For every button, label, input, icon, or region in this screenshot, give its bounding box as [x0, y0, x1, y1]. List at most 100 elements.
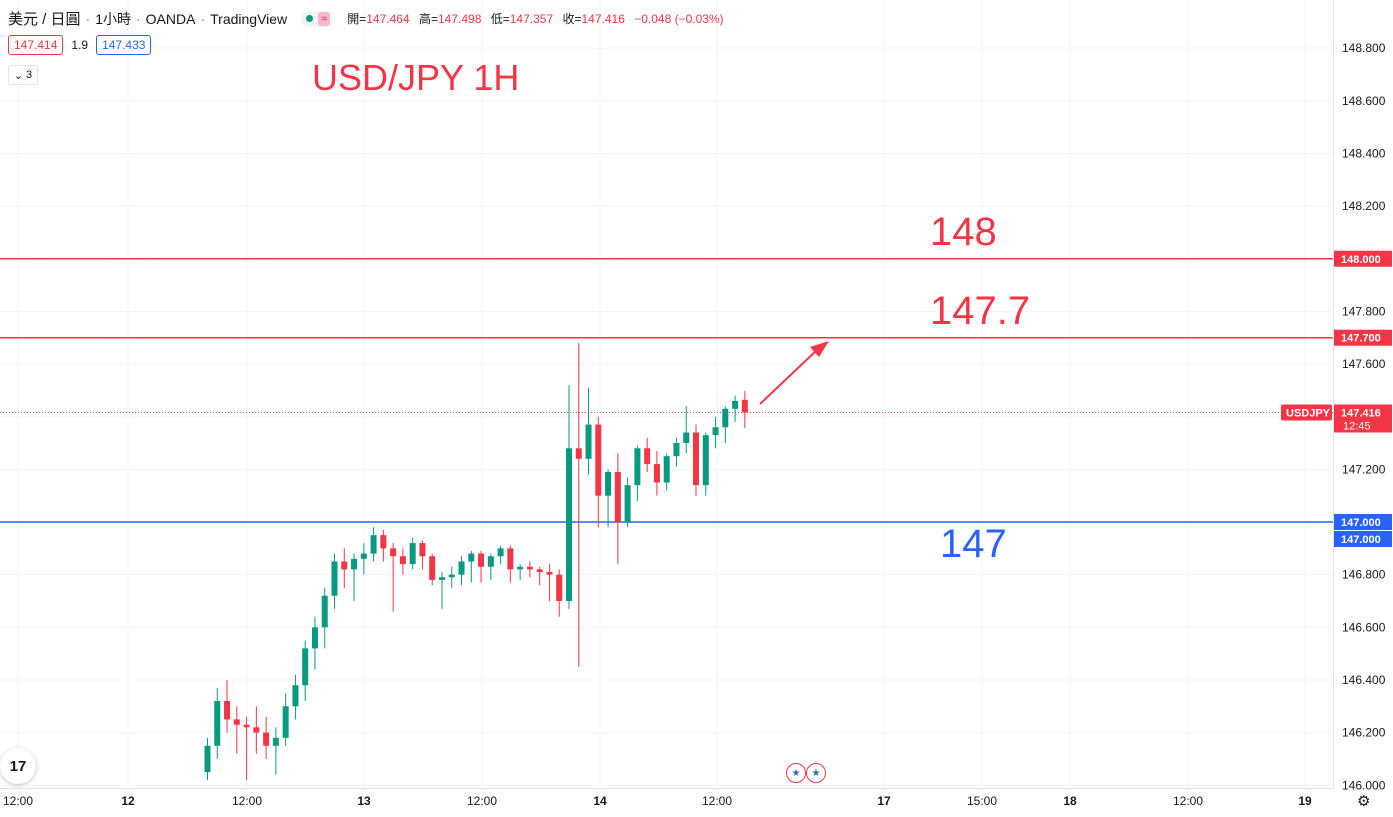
- price-tick-label: 147.800: [1342, 304, 1386, 318]
- candle-body: [351, 558, 358, 570]
- candle-body: [595, 424, 602, 496]
- candle-body: [683, 432, 690, 444]
- candle-body: [429, 556, 436, 580]
- time-tick-label: 12: [121, 794, 135, 808]
- us-flag-icon[interactable]: ★: [806, 763, 826, 783]
- delay-badge: ≈: [318, 11, 331, 26]
- candle-body: [673, 443, 680, 457]
- candle-body: [556, 574, 563, 601]
- close-label: 收=: [562, 12, 582, 26]
- candle: [331, 553, 338, 609]
- price-badge-148-bg: [1334, 250, 1392, 267]
- candle-body: [732, 400, 739, 409]
- candle-body: [585, 424, 592, 459]
- price-tick-label: 146.200: [1342, 726, 1386, 740]
- sell-button[interactable]: 147.414: [8, 35, 64, 55]
- tradingview-logo[interactable]: 17: [0, 748, 36, 784]
- candle-body: [233, 719, 240, 725]
- price-badge-148: 148.000: [1334, 250, 1392, 267]
- candle-body: [204, 745, 211, 773]
- candle: [292, 674, 299, 720]
- time-tick-label: 14: [593, 794, 607, 808]
- candle-body: [536, 569, 543, 573]
- chart-legend: 美元 / 日圓 · 1小時 · OANDA · TradingView ≈ 開=…: [8, 8, 724, 29]
- time-tick-label: 18: [1063, 794, 1077, 808]
- candle-body: [468, 553, 475, 562]
- gear-icon[interactable]: ⚙: [1357, 793, 1371, 810]
- candle-body: [565, 448, 572, 601]
- candle: [507, 545, 514, 583]
- candle-body: [370, 535, 377, 554]
- time-axis[interactable]: 12:00 12 12:00 13 12:00 14 12:00 17 15:00 18 12:00…: [0, 788, 1333, 809]
- buy-button[interactable]: 147.433: [96, 35, 152, 55]
- us-flag-icon[interactable]: ★: [786, 763, 806, 783]
- time-tick-label: 13: [357, 794, 371, 808]
- candle: [272, 727, 279, 775]
- grid: [0, 0, 1333, 788]
- candle: [605, 469, 612, 528]
- time-tick-label: 12:00: [702, 794, 732, 808]
- price-tick-label: 147.600: [1342, 357, 1386, 371]
- candle-body: [653, 464, 660, 483]
- market-status[interactable]: ≈: [301, 10, 334, 27]
- candle-body: [702, 435, 709, 486]
- indicators-toggle-button[interactable]: ⌄ 3: [8, 65, 38, 85]
- trade-panel: 147.414 1.9 147.433: [8, 35, 152, 55]
- candle-body: [243, 724, 250, 728]
- symbol-badge-bg: [1281, 404, 1332, 421]
- symbol-badge: USDJPY: [1281, 404, 1332, 421]
- candle-body: [311, 627, 318, 649]
- candle: [556, 569, 563, 617]
- candle: [458, 556, 465, 586]
- low-value: 147.357: [509, 12, 554, 26]
- candle: [741, 390, 748, 429]
- candle-body: [644, 448, 651, 465]
- candle-body: [438, 577, 445, 580]
- candle-body: [390, 548, 397, 557]
- candle: [478, 550, 485, 583]
- candle: [448, 566, 455, 588]
- candle-body: [712, 427, 719, 436]
- candle: [585, 387, 592, 475]
- time-tick-label: 12:00: [1173, 794, 1203, 808]
- candle-body: [546, 572, 553, 575]
- candle-body: [624, 485, 631, 522]
- spread-value: 1.9: [71, 38, 89, 52]
- last-price-badge-countdown: 12:45: [1343, 420, 1371, 432]
- candle: [722, 406, 729, 444]
- candle-body: [360, 553, 367, 559]
- candle: [595, 416, 602, 528]
- close-value: 147.416: [581, 12, 625, 26]
- separator: ·: [135, 10, 141, 27]
- candle-body: [497, 548, 504, 557]
- candle-body: [526, 566, 533, 570]
- candle: [341, 548, 348, 588]
- symbol-name[interactable]: 美元 / 日圓: [8, 11, 81, 28]
- candle: [204, 737, 211, 780]
- price-tick-label: 146.000: [1342, 778, 1386, 792]
- interval-label[interactable]: 1小時: [95, 10, 131, 27]
- candle-body: [331, 561, 338, 596]
- price-axis[interactable]: 146.000 146.200 146.400 146.600 146.800 147.0…: [1333, 0, 1386, 792]
- candle: [224, 679, 231, 733]
- low-label: 低=: [490, 12, 510, 26]
- candle: [399, 548, 406, 575]
- candle: [673, 437, 680, 467]
- candle: [712, 416, 719, 449]
- candle-body: [282, 706, 289, 738]
- open-label: 開=: [347, 12, 367, 26]
- high-value: 147.498: [437, 12, 482, 26]
- price-tick-label: 147.200: [1342, 462, 1386, 476]
- price-badges: 148.000 147.700 147.000 147.000 147.41612:45…: [1281, 250, 1392, 547]
- last-price-badge-bg: [1334, 404, 1392, 433]
- candle: [243, 716, 250, 780]
- candle-body: [214, 701, 221, 746]
- candle-body: [458, 561, 465, 575]
- price-badge-147b: 147.000: [1334, 531, 1392, 547]
- candle: [683, 406, 690, 454]
- market-open-icon: [306, 15, 314, 22]
- candle-body: [605, 471, 612, 496]
